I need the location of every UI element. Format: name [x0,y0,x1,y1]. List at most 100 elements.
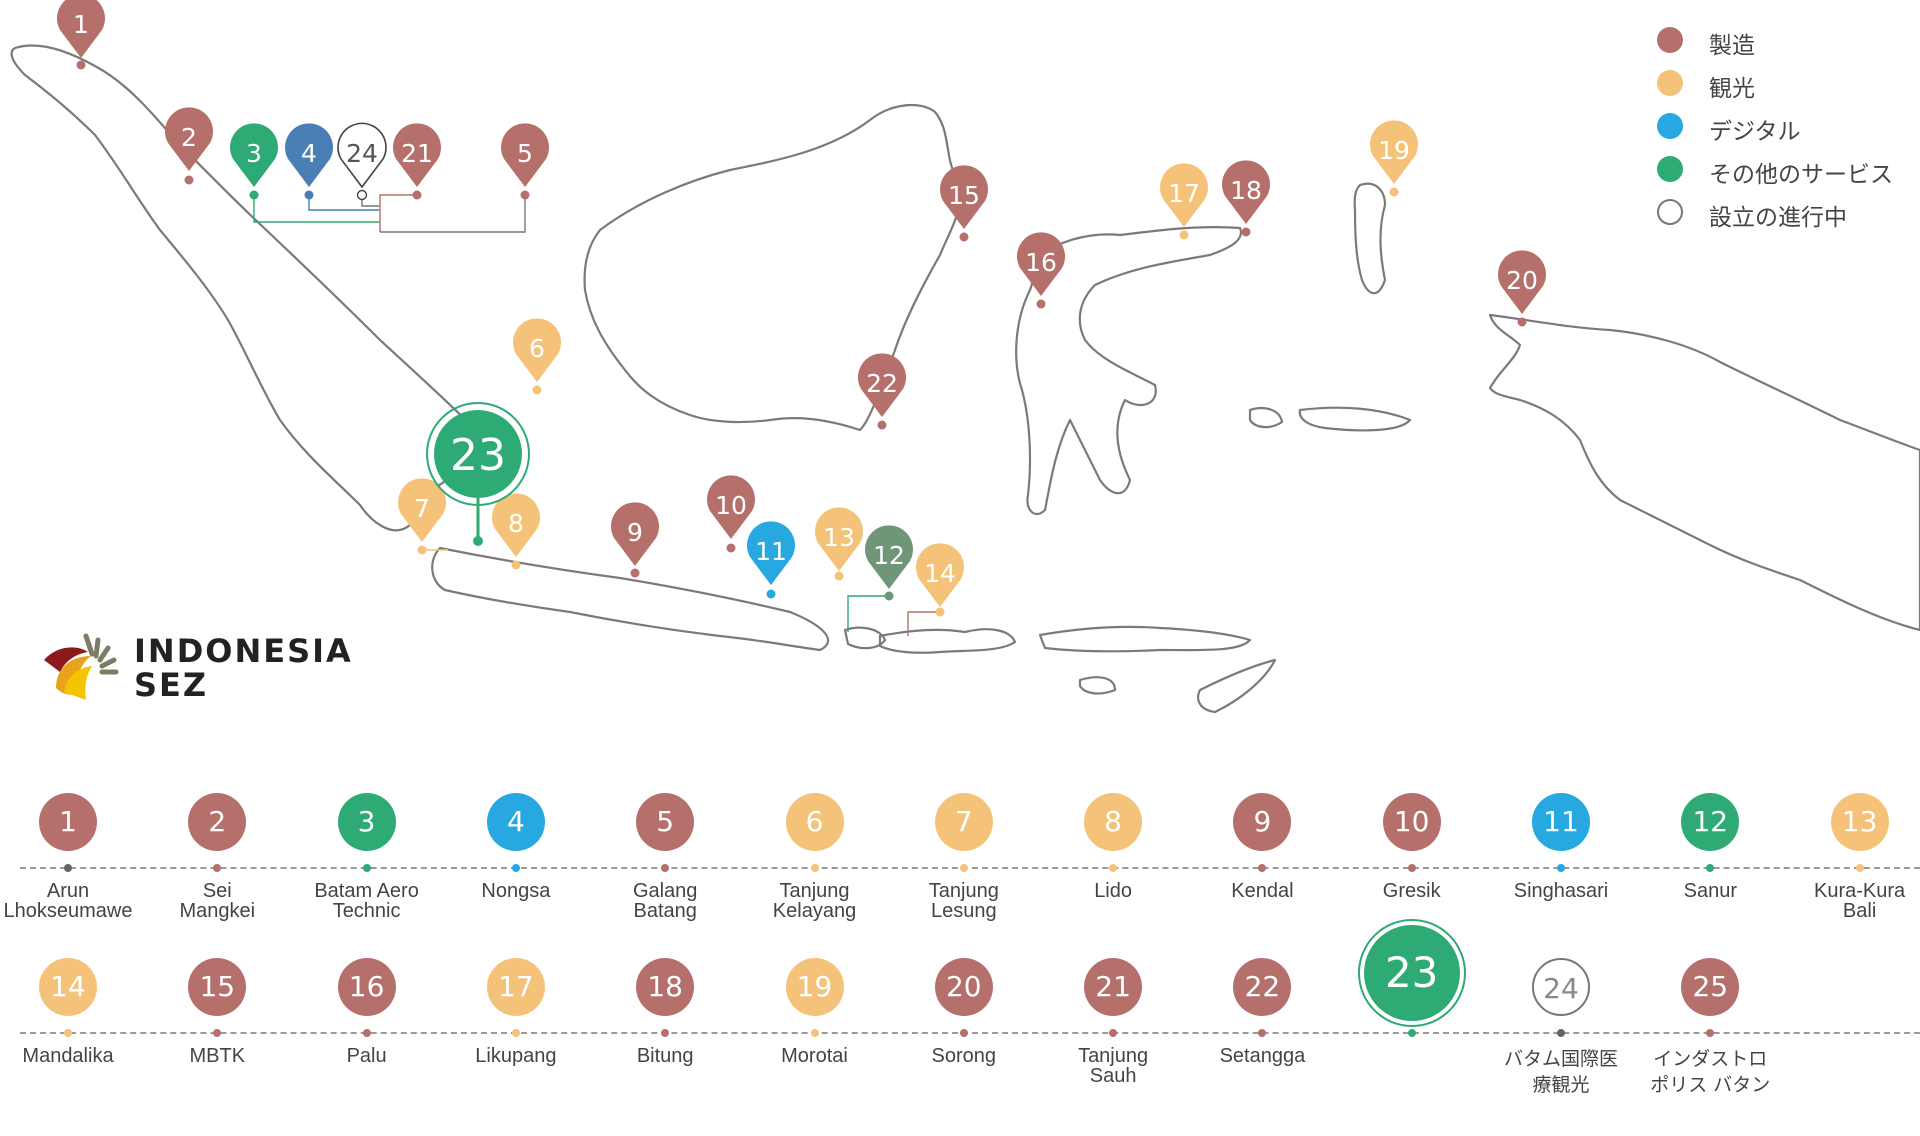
map-pin-17[interactable]: 17 [1160,163,1208,240]
map-pin-6[interactable]: 6 [513,318,561,395]
zone-name-label: Arun Lhokseumawe [3,880,133,922]
map-pin-20[interactable]: 20 [1498,250,1546,327]
zone-name-label: Singhasari [1513,880,1609,902]
map-pin-18[interactable]: 18 [1222,160,1270,237]
zone-name-label: Galang Batang [632,880,698,922]
map-pin-15[interactable]: 15 [939,165,988,242]
zone-name-label: Tanjung Kelayang [772,880,857,922]
map-pin-dot [184,175,194,185]
map-pin-2[interactable]: 2 [165,107,213,185]
map-pin-10[interactable]: 10 [707,475,755,553]
zone-number-badge: 16 [337,958,396,1016]
zone-number-badge: 20 [934,958,993,1016]
map-pin-dot [1179,230,1189,240]
map-pin-12[interactable]: 12 [865,525,913,601]
zone-number-badge: 2 [188,793,247,851]
legend-label-in-progress: 設立の進行中 [1709,205,1847,231]
map-pin-shape [1222,160,1270,224]
zone-name-label: Batam Aero Technic [314,880,419,922]
timeline-dot [1407,864,1416,872]
flores-outline [1038,625,1252,653]
zone-name-label: Likupang [475,1045,557,1067]
zone-name-label: バタム国際医 療観光 [1503,1048,1618,1096]
timeline-dot [64,864,72,872]
legend-label-manufacturing: 製造 [1709,33,1755,59]
seram-outline [1298,406,1412,432]
zone-name-label: インダストロ ポリス バタン [1650,1048,1771,1096]
map-pin-label: 21 [401,139,433,168]
map-pin-dot [877,420,887,430]
map-pin-dot [511,560,521,570]
zone-number-badge: 17 [486,958,545,1016]
java-outline [431,546,829,652]
indonesia-sez-logo: INDONESIA SEZ [36,628,376,708]
map-pin-13[interactable]: 13 [815,507,863,581]
zone-name-label: Lido [1094,880,1132,902]
map-pin-shape [858,353,906,417]
timeline-dot [1258,864,1267,872]
map-pin-label: 16 [1025,248,1057,277]
zone-name-label: Nongsa [481,880,551,902]
map-pin-dot [834,571,844,581]
map-pin-dot [532,385,542,395]
timeline-dot [959,1029,968,1037]
map-pin-22[interactable]: 22 [858,353,906,430]
map-pin-4[interactable]: 4 [285,123,333,200]
logo-text: INDONESIA SEZ [134,634,353,702]
map-pin-3[interactable]: 3 [230,123,278,200]
zone-number-badge: 9 [1233,793,1292,851]
map-pin-5[interactable]: 5 [501,123,549,200]
map-pin-9[interactable]: 9 [611,502,659,578]
zone-name-label: Sei Mangkei [179,880,256,922]
map-pin-label: 11 [755,537,787,566]
map-pin-label: 10 [715,491,747,520]
zone-name-label: Setangga [1219,1045,1306,1067]
map-pin-dot [417,545,427,555]
map-pin-dot [726,543,736,553]
zone-name-label: Sanur [1683,880,1737,902]
map-pin-shape [285,123,333,187]
legend-dot-other-services [1657,156,1683,182]
map-pin-label: 3 [246,139,262,168]
zone-number-badge: 25 [1681,958,1740,1016]
legend-dot-manufacturing [1657,27,1683,53]
map-pin-dot [520,190,530,200]
zone-number-badge: 4 [486,793,545,851]
timeline-dot [1557,864,1565,872]
zone-number-badge: 19 [785,958,844,1016]
timeline-dot [1258,1029,1267,1037]
timeline-dot [810,1029,819,1037]
map-pin-19[interactable]: 19 [1370,120,1418,197]
map-pin-shape [397,478,446,542]
zone-number-badge: 11 [1532,793,1590,851]
map-pin-label: 4 [301,139,317,168]
zone-number-badge: 24 [1532,958,1590,1016]
map-pin-8[interactable]: 8 [492,493,540,570]
zone-number-badge: 1 [39,793,97,851]
map-pin-shape [1016,232,1065,296]
timeline-dot [959,864,968,872]
map-pin-14[interactable]: 14 [916,543,964,617]
map-pin-dot [884,591,894,601]
map-connectors [253,194,940,636]
map-big-marker-disc [434,410,522,498]
map-connector-line-6 [847,595,889,632]
map-pin-23[interactable]: 23 [426,402,530,546]
map-pin-label: 18 [1230,176,1262,205]
map-pin-16[interactable]: 16 [1016,232,1065,309]
map-pin-24[interactable]: 24 [337,122,387,201]
map-pin-1[interactable]: 1 [57,0,105,70]
sumba-outline [1078,676,1117,695]
map-pin-21[interactable]: 21 [392,123,441,200]
zone-name-label: Gresik [1382,880,1441,902]
map-pin-shape [1498,250,1546,314]
map-pin-shape [611,502,659,566]
map-pin-7[interactable]: 7 [397,478,446,555]
map-pin-11[interactable]: 11 [747,521,795,599]
timeline-dot [1407,1029,1416,1037]
buru-outline [1248,406,1284,429]
map-pin-dot [1241,227,1251,237]
map-pin-shape [392,123,441,187]
borneo-outline [583,104,962,432]
map-pin-label: 13 [823,523,855,552]
